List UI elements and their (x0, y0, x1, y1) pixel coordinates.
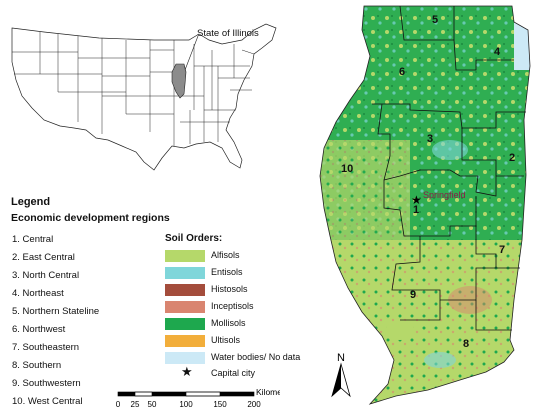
region-item: 2. East Central (12, 252, 75, 263)
capital-star-icon: ★ (411, 193, 422, 207)
north-arrow: N (331, 352, 351, 398)
soil-label: Histosols (211, 284, 248, 294)
us-outline (11, 23, 277, 171)
soil-label: Water bodies/ No data (211, 352, 301, 362)
region-label-4: 4 (494, 46, 501, 58)
region-item: 3. North Central (12, 270, 80, 281)
soil-swatch (165, 335, 205, 347)
scale-bar: Kilometers 0 25 50 100 150 200 (116, 388, 280, 409)
regions-title: Economic development regions (11, 212, 170, 224)
soil-swatch (165, 267, 205, 279)
soil-swatch (165, 301, 205, 313)
springfield-label: Springfield (423, 190, 466, 200)
region-label-5: 5 (432, 14, 439, 26)
legend-title: Legend (11, 196, 51, 208)
illinois-highlight (171, 63, 187, 99)
region-label-3: 3 (427, 133, 434, 145)
soil-orders-title: Soil Orders: (165, 233, 223, 244)
illinois-soil-map (319, 5, 531, 405)
region-item: 6. Northwest (12, 324, 66, 335)
scale-unit-label: Kilometers (256, 388, 280, 397)
north-label: N (337, 352, 345, 364)
scale-tick-label: 50 (148, 400, 157, 409)
scale-tick-label: 150 (213, 400, 227, 409)
region-item: 4. Northeast (12, 288, 64, 299)
soil-label: Mollisols (211, 318, 246, 328)
region-label-7: 7 (499, 244, 506, 256)
soil-label: Inceptisols (211, 301, 254, 311)
region-item: 8. Southern (12, 360, 62, 371)
region-label-9: 9 (410, 289, 417, 301)
us-inset-map (11, 23, 277, 171)
callout-leader-line (184, 35, 199, 71)
region-label-1: 1 (413, 204, 420, 216)
scale-bar-segments (117, 391, 255, 397)
soil-label: Alfisols (211, 250, 240, 260)
region-item: 9. Southwestern (12, 378, 81, 389)
region-item: 5. Northern Stateline (12, 306, 100, 317)
region-label-8: 8 (463, 338, 470, 350)
scale-tick-label: 25 (131, 400, 140, 409)
scale-tick-label: 200 (247, 400, 261, 409)
scale-tick-label: 100 (179, 400, 193, 409)
soil-label: Entisols (211, 267, 243, 277)
soil-swatch (165, 250, 205, 262)
soil-swatch (165, 318, 205, 330)
region-label-6: 6 (399, 66, 406, 78)
illinois-outline (319, 5, 531, 405)
soil-label: Ultisols (211, 335, 241, 345)
region-item: 10. West Central (12, 396, 83, 407)
region-label-10: 10 (341, 163, 354, 175)
scale-tick-label: 0 (116, 400, 121, 409)
region-item: 1. Central (12, 234, 54, 245)
soil-swatch (165, 352, 205, 364)
region-item: 7. Southeastern (12, 342, 80, 353)
capital-legend-label: Capital city (211, 368, 256, 378)
illinois-callout-label: State of Illinois (197, 28, 259, 39)
soil-swatch (165, 284, 205, 296)
star-icon: ★ (181, 364, 193, 379)
region-label-2: 2 (509, 152, 516, 164)
